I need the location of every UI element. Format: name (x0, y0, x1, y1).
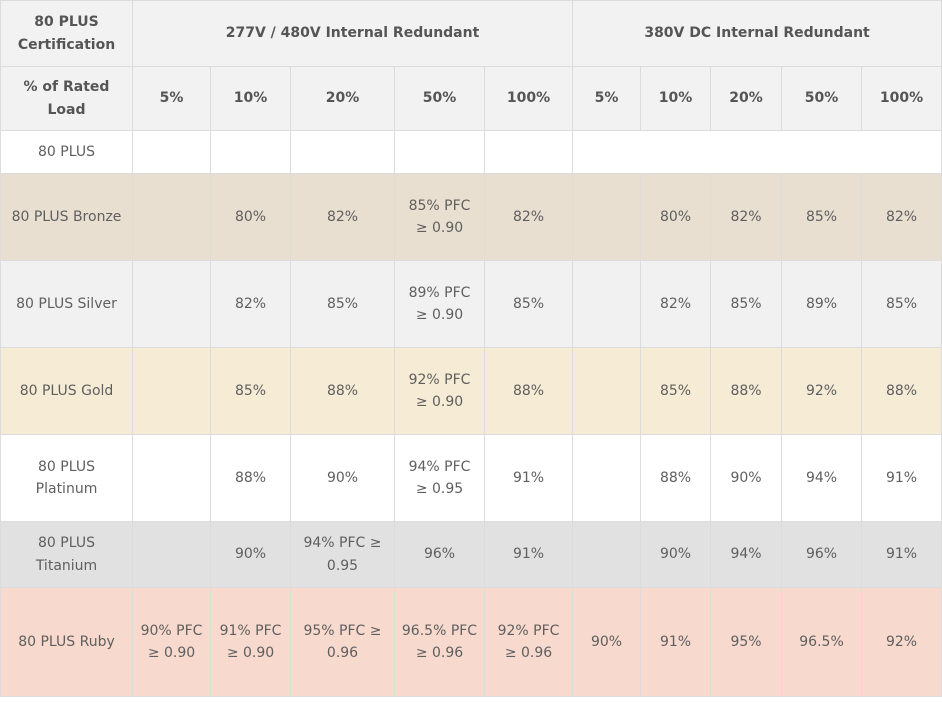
ac-load-header: 10% (210, 66, 291, 131)
ac-value-cell (132, 260, 211, 348)
row-name-cell: 80 PLUS Bronze (0, 173, 133, 261)
dc-value-cell (572, 521, 642, 588)
dc-value-cell: 80% (640, 173, 712, 261)
header-row-loads: % of Rated Load 5% 10% 20% 50% 100% 5% 1… (0, 66, 942, 131)
ac-value-cell: 90% PFC ≥ 0.90 (132, 587, 211, 697)
dc-value-cell (572, 434, 642, 522)
load-header: % of Rated Load (0, 66, 133, 131)
dc-value-cell: 90% (640, 521, 712, 588)
dc-load-header: 5% (572, 66, 642, 131)
dc-value-cell: 91% (861, 434, 942, 522)
row-name-cell: 80 PLUS Gold (0, 347, 133, 435)
ac-load-header: 20% (290, 66, 395, 131)
ac-value-cell: 91% (483, 521, 574, 588)
ac-value-cell: 94% PFC ≥ 0.95 (394, 434, 485, 522)
dc-value-cell (572, 347, 642, 435)
table-row-80-plus: 80 PLUS (0, 130, 942, 174)
ac-value-cell (394, 130, 485, 174)
dc-value-cell: 85% (710, 260, 783, 348)
table-row-platinum: 80 PLUS Platinum 88% 90% 94% PFC ≥ 0.95 … (0, 434, 942, 522)
table-row-silver: 80 PLUS Silver 82% 85% 89% PFC ≥ 0.90 85… (0, 260, 942, 348)
certification-header: 80 PLUS Certification (0, 0, 133, 67)
row-name-cell: 80 PLUS Silver (0, 260, 133, 348)
ac-value-cell: 91% (483, 434, 574, 522)
ac-value-cell: 88% (210, 434, 291, 522)
ac-value-cell (132, 130, 211, 174)
ac-value-cell: 91% PFC ≥ 0.90 (210, 587, 291, 697)
table-row-ruby: 80 PLUS Ruby 90% PFC ≥ 0.90 91% PFC ≥ 0.… (0, 587, 942, 697)
table-row-gold: 80 PLUS Gold 85% 88% 92% PFC ≥ 0.90 88% … (0, 347, 942, 435)
ac-load-header: 5% (132, 66, 211, 131)
ac-value-cell: 88% (290, 347, 395, 435)
ac-value-cell: 82% (290, 173, 395, 261)
dc-value-cell: 82% (861, 173, 942, 261)
ac-value-cell: 96% (394, 521, 485, 588)
dc-value-cell: 90% (572, 587, 642, 697)
dc-load-header: 100% (861, 66, 942, 131)
dc-value-cell: 85% (861, 260, 942, 348)
ac-value-cell: 82% (483, 173, 574, 261)
dc-value-cell: 85% (781, 173, 863, 261)
dc-value-cell: 96% (781, 521, 863, 588)
table-row-bronze: 80 PLUS Bronze 80% 82% 85% PFC ≥ 0.90 82… (0, 173, 942, 261)
row-name-cell: 80 PLUS Platinum (0, 434, 133, 522)
dc-value-cell: 88% (710, 347, 783, 435)
dc-value-cell: 90% (710, 434, 783, 522)
ac-value-cell: 95% PFC ≥ 0.96 (290, 587, 395, 697)
dc-value-cell: 89% (781, 260, 863, 348)
ac-value-cell (132, 521, 211, 588)
ac-value-cell: 92% PFC ≥ 0.90 (394, 347, 485, 435)
ac-value-cell (210, 130, 291, 174)
dc-value-cell: 91% (640, 587, 712, 697)
ac-value-cell: 85% (290, 260, 395, 348)
row-name-cell: 80 PLUS Ruby (0, 587, 133, 697)
dc-value-cell: 91% (861, 521, 942, 588)
dc-value-cell: 82% (710, 173, 783, 261)
row-name-cell: 80 PLUS (0, 130, 133, 174)
dc-value-cell: 94% (710, 521, 783, 588)
ac-value-cell (290, 130, 395, 174)
dc-load-header: 20% (710, 66, 783, 131)
dc-value-cell: 92% (861, 587, 942, 697)
ac-value-cell (132, 434, 211, 522)
ac-value-cell (132, 173, 211, 261)
dc-value-cell: 85% (640, 347, 712, 435)
dc-value-cell: 92% (781, 347, 863, 435)
dc-value-cell: 88% (640, 434, 712, 522)
ac-group-header: 277V / 480V Internal Redundant (131, 0, 574, 67)
ac-load-header: 100% (483, 66, 574, 131)
dc-value-cell: 88% (861, 347, 942, 435)
ac-value-cell (483, 130, 574, 174)
ac-value-cell: 85% PFC ≥ 0.90 (394, 173, 485, 261)
dc-value-cell (572, 173, 642, 261)
dc-value-cell: 95% (710, 587, 783, 697)
ac-value-cell: 89% PFC ≥ 0.90 (394, 260, 485, 348)
ac-value-cell: 85% (483, 260, 574, 348)
dc-empty-cell (572, 130, 942, 174)
table-row-titanium: 80 PLUS Titanium 90% 94% PFC ≥ 0.95 96% … (0, 521, 942, 588)
dc-value-cell (572, 260, 642, 348)
ac-value-cell: 80% (210, 173, 291, 261)
ac-value-cell: 90% (210, 521, 291, 588)
ac-value-cell: 92% PFC ≥ 0.96 (483, 587, 574, 697)
ac-value-cell: 94% PFC ≥ 0.95 (290, 521, 395, 588)
dc-load-header: 50% (781, 66, 863, 131)
header-row-groups: 80 PLUS Certification 277V / 480V Intern… (0, 0, 942, 67)
ac-value-cell: 96.5% PFC ≥ 0.96 (394, 587, 485, 697)
ac-value-cell: 82% (210, 260, 291, 348)
ac-value-cell (132, 347, 211, 435)
row-name-cell: 80 PLUS Titanium (0, 521, 133, 588)
ac-value-cell: 88% (483, 347, 574, 435)
dc-value-cell: 82% (640, 260, 712, 348)
ac-load-header: 50% (394, 66, 485, 131)
dc-value-cell: 94% (781, 434, 863, 522)
dc-value-cell: 96.5% (781, 587, 863, 697)
ac-value-cell: 90% (290, 434, 395, 522)
ac-value-cell: 85% (210, 347, 291, 435)
dc-group-header: 380V DC Internal Redundant (572, 0, 942, 67)
dc-load-header: 10% (640, 66, 712, 131)
